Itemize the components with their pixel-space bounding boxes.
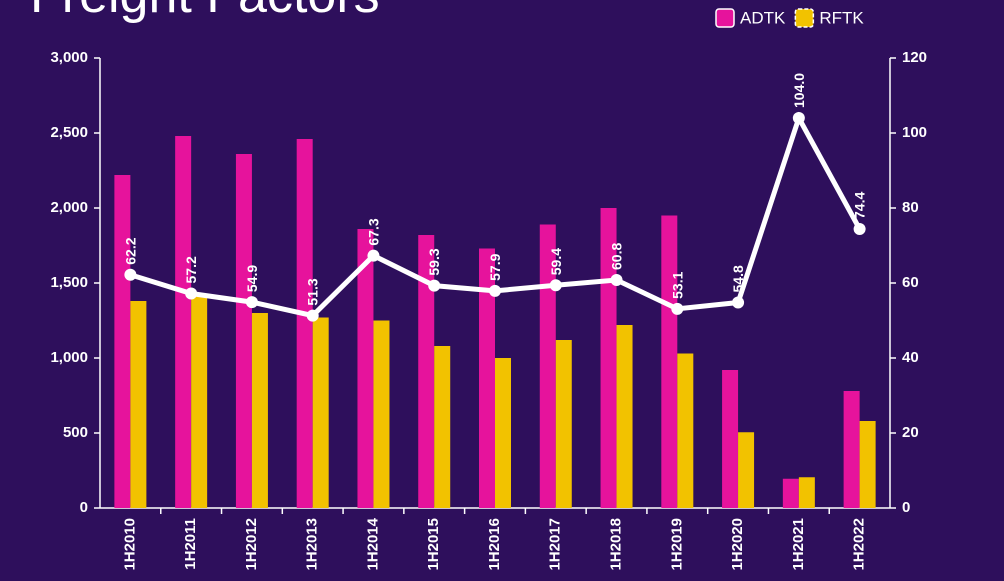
line-marker — [428, 279, 441, 292]
bar — [312, 317, 329, 508]
data-label: 62.2 — [122, 237, 138, 264]
data-label: 59.3 — [426, 248, 442, 275]
y2-tick-label: 60 — [902, 274, 919, 291]
line-marker — [549, 279, 562, 292]
data-label: 54.8 — [730, 265, 746, 292]
bar — [495, 358, 511, 508]
data-label: 59.4 — [548, 248, 564, 275]
bar — [296, 139, 313, 508]
bar — [843, 391, 860, 508]
line-marker — [367, 249, 380, 262]
bar — [235, 154, 252, 508]
legend-label: ADTK — [740, 8, 786, 27]
y2-tick-label: 0 — [902, 499, 910, 516]
x-tick-label: 1H2014 — [364, 517, 381, 570]
y2-tick-label: 80 — [902, 199, 919, 216]
y-tick-label: 1,500 — [50, 274, 88, 291]
x-tick-label: 1H2011 — [182, 518, 199, 570]
line-marker — [671, 302, 684, 315]
bar — [373, 320, 390, 508]
x-tick-label: 1H2010 — [121, 518, 138, 571]
y2-tick-label: 40 — [902, 349, 919, 366]
line-marker — [853, 223, 866, 235]
bar — [251, 313, 268, 508]
x-tick-label: 1H2020 — [729, 518, 746, 571]
bar — [191, 295, 208, 508]
data-label: 51.3 — [305, 278, 321, 305]
data-label: 53.1 — [669, 271, 685, 298]
bar — [357, 229, 374, 508]
bar — [539, 224, 556, 508]
bar — [114, 175, 131, 508]
bar — [555, 340, 572, 508]
y2-tick-label: 120 — [902, 49, 927, 66]
legend-swatch — [794, 8, 815, 28]
bar — [479, 248, 495, 508]
bar — [130, 301, 147, 508]
x-tick-label: 1H2019 — [668, 518, 685, 571]
y2-tick-label: 100 — [902, 124, 927, 141]
bar — [738, 432, 755, 508]
y-tick-label: 500 — [63, 424, 88, 441]
y-tick-label: 3,000 — [50, 49, 88, 66]
x-tick-label: 1H2018 — [608, 518, 625, 571]
x-tick-label: 1H2013 — [304, 518, 321, 571]
bar — [175, 136, 192, 508]
y-tick-label: 1,000 — [50, 349, 88, 366]
line-marker — [245, 296, 258, 309]
line-marker — [124, 268, 137, 281]
bar — [859, 421, 876, 508]
bar — [722, 370, 739, 508]
data-label: 57.9 — [487, 253, 503, 280]
line-marker — [489, 284, 501, 297]
data-label: 54.9 — [244, 265, 260, 292]
data-label: 60.8 — [609, 243, 625, 270]
line-marker — [185, 287, 198, 300]
chart-title: Freight Factors — [30, 0, 380, 24]
legend-swatch — [715, 8, 735, 28]
bar — [661, 215, 678, 508]
x-tick-label: 1H2017 — [547, 518, 564, 571]
y-tick-label: 0 — [80, 499, 88, 516]
x-tick-label: 1H2022 — [851, 518, 868, 571]
line-marker — [306, 309, 319, 322]
line-marker — [610, 274, 623, 286]
y2-tick-label: 20 — [902, 424, 919, 441]
x-tick-label: 1H2015 — [425, 518, 442, 571]
x-tick-label: 1H2012 — [243, 518, 260, 571]
data-label: 74.4 — [852, 192, 868, 219]
y-tick-label: 2,500 — [50, 124, 88, 141]
bar — [782, 478, 799, 508]
data-label: 104.0 — [791, 73, 807, 108]
line-marker — [792, 112, 805, 124]
x-tick-label: 1H2016 — [486, 518, 503, 571]
x-tick-label: 1H2021 — [790, 518, 807, 571]
line-marker — [732, 296, 745, 309]
legend-label: RFTK — [819, 8, 864, 27]
bar — [434, 346, 451, 508]
bar — [677, 353, 694, 508]
data-label: 57.2 — [183, 256, 199, 283]
bar — [418, 235, 435, 508]
y-tick-label: 2,000 — [50, 199, 88, 216]
data-label: 67.3 — [365, 218, 381, 245]
bar — [616, 325, 633, 508]
bar — [798, 477, 815, 508]
